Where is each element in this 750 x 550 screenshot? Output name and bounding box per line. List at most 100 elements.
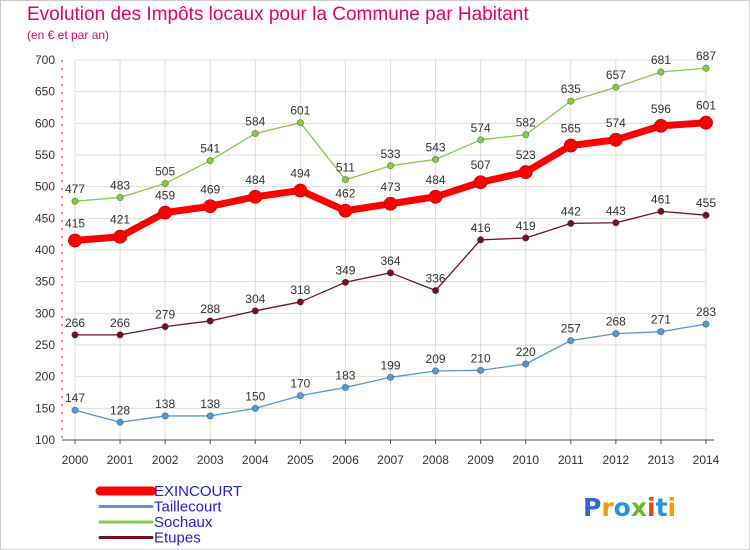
data-label: 199 — [380, 358, 400, 372]
data-point-etupes — [71, 331, 79, 339]
data-point-taillecourt — [702, 320, 710, 328]
data-point-exincourt — [383, 196, 398, 211]
data-label: 461 — [651, 192, 671, 206]
data-point-exincourt — [338, 203, 353, 218]
data-point-etupes — [161, 323, 169, 331]
data-label: 543 — [426, 140, 446, 154]
data-point-exincourt — [654, 118, 668, 133]
data-point-sochaux — [522, 131, 530, 139]
data-label: 462 — [335, 187, 355, 201]
data-point-exincourt — [68, 233, 82, 248]
x-tick-label: 2011 — [558, 453, 584, 467]
data-point-exincourt — [699, 115, 713, 130]
data-point-taillecourt — [206, 412, 214, 420]
data-point-taillecourt — [431, 367, 440, 375]
data-label: 266 — [65, 316, 85, 330]
data-label: 257 — [561, 322, 581, 336]
data-labels: 415 421 459 469 484 494 462 473 484 507 523 565 574 5… — [65, 49, 716, 417]
data-point-taillecourt — [522, 360, 530, 368]
data-point-exincourt — [518, 165, 533, 180]
data-label: 459 — [155, 189, 175, 203]
x-tick-label: 2003 — [197, 453, 224, 467]
data-label: 349 — [335, 263, 355, 277]
data-label: 523 — [516, 148, 536, 162]
data-label: 469 — [200, 182, 220, 196]
data-point-sochaux — [431, 155, 440, 164]
data-point-taillecourt — [116, 418, 124, 426]
data-point-sochaux — [71, 197, 79, 205]
data-label: 279 — [155, 308, 175, 322]
data-label: 565 — [561, 122, 581, 136]
y-tick-label: 700 — [35, 53, 55, 67]
data-label: 574 — [606, 116, 626, 130]
data-point-etupes — [116, 331, 124, 339]
logo-letter: r — [601, 493, 614, 522]
logo-letter: o — [614, 493, 631, 522]
data-point-exincourt — [248, 189, 263, 204]
data-point-exincourt — [428, 189, 443, 204]
x-tick-label: 2007 — [377, 453, 404, 467]
logo-letter: P — [583, 493, 601, 522]
data-point-taillecourt — [161, 412, 169, 420]
y-tick-label: 350 — [35, 275, 55, 289]
y-tick-label: 300 — [35, 306, 55, 320]
x-tick-label: 2000 — [62, 453, 89, 467]
data-point-etupes — [296, 298, 304, 306]
data-label: 494 — [290, 166, 310, 180]
data-label: 364 — [380, 254, 400, 268]
legend-label-taillecourt: Taillecourt — [154, 499, 222, 516]
y-tick-label: 550 — [35, 148, 55, 162]
data-label: 147 — [65, 391, 85, 405]
data-label: 138 — [155, 397, 175, 411]
x-tick-label: 2006 — [332, 453, 359, 467]
data-point-sochaux — [702, 64, 710, 72]
x-tick-label: 2014 — [693, 453, 720, 467]
data-point-sochaux — [206, 157, 214, 165]
data-point-etupes — [477, 236, 485, 244]
y-tick-label: 100 — [35, 433, 55, 447]
data-point-sochaux — [161, 179, 169, 188]
x-tick-label: 2013 — [648, 453, 675, 467]
logo-letter: i — [647, 493, 656, 522]
data-label: 511 — [336, 161, 355, 175]
data-label: 584 — [245, 114, 265, 128]
data-label: 150 — [245, 389, 265, 403]
data-label: 415 — [65, 217, 85, 231]
data-point-sochaux — [477, 136, 485, 144]
data-label: 687 — [696, 49, 716, 63]
data-point-etupes — [702, 211, 710, 219]
data-point-sochaux — [251, 129, 259, 138]
data-label: 596 — [651, 102, 671, 116]
data-point-etupes — [251, 307, 259, 315]
data-label: 268 — [606, 315, 626, 329]
data-point-taillecourt — [341, 383, 350, 392]
y-tick-label: 500 — [35, 180, 55, 194]
data-point-etupes — [386, 269, 395, 277]
legend-label-exincourt: EXINCOURT — [154, 483, 242, 500]
data-point-etupes — [657, 207, 665, 215]
x-tick-label: 2002 — [152, 453, 179, 467]
series — [68, 64, 713, 426]
data-label: 574 — [471, 121, 491, 135]
y-tick-label: 200 — [35, 370, 55, 384]
data-point-etupes — [612, 219, 620, 227]
data-label: 443 — [606, 204, 626, 218]
data-point-exincourt — [293, 183, 308, 198]
data-label: 304 — [245, 292, 265, 306]
data-point-exincourt — [113, 229, 127, 244]
x-tick-label: 2010 — [512, 453, 539, 467]
legend-label-sochaux: Sochaux — [154, 514, 213, 531]
data-point-taillecourt — [251, 404, 259, 412]
data-label: 220 — [516, 345, 536, 359]
chart-title: Evolution des Impôts locaux pour la Comm… — [27, 4, 529, 25]
data-label: 170 — [290, 377, 310, 391]
y-tick-label: 600 — [35, 116, 55, 130]
logo-letter: t — [656, 493, 668, 522]
data-point-exincourt — [473, 175, 488, 190]
data-label: 455 — [696, 196, 716, 210]
data-label: 288 — [200, 302, 220, 316]
y-tick-label: 250 — [35, 338, 55, 352]
data-label: 507 — [471, 158, 491, 172]
